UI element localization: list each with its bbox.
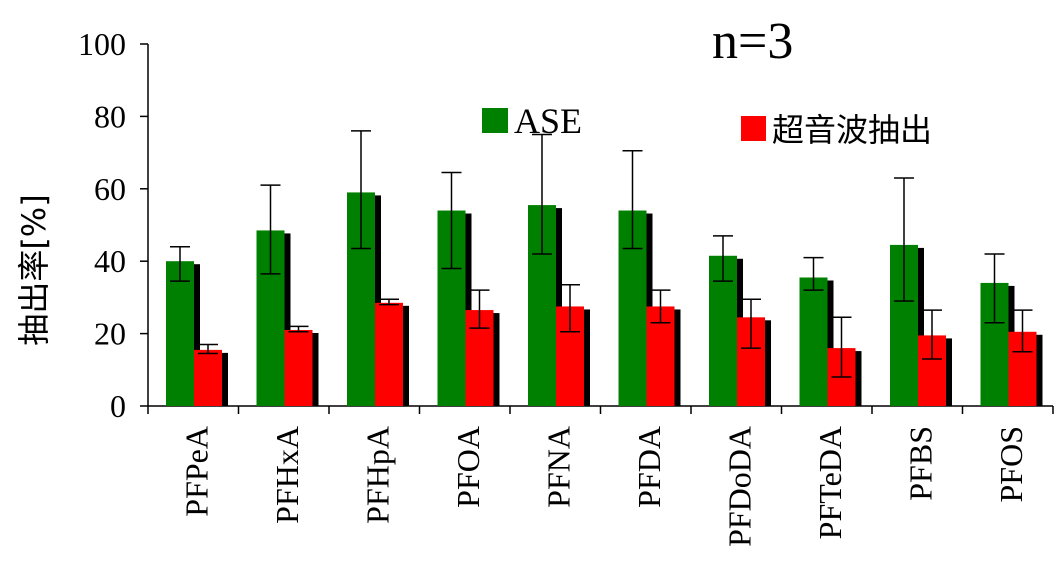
sample-size-annotation: n=3 <box>712 13 793 70</box>
bar-shadow <box>1034 334 1043 406</box>
bar-shadow <box>373 195 381 406</box>
bar-shadow <box>401 305 409 406</box>
bar-shadow <box>463 213 472 406</box>
x-tick-label: PFTeDA <box>812 426 848 539</box>
bar-ase <box>799 277 828 406</box>
x-tick-label: PFDoDA <box>721 426 757 547</box>
x-tick-label: PFDA <box>631 426 667 508</box>
bar-ase <box>166 261 194 406</box>
bar-shadow <box>220 352 228 406</box>
bar-shadow <box>491 313 500 406</box>
x-tick-label: PFNA <box>540 426 576 508</box>
bar-shadow <box>672 309 681 406</box>
bar-shadow <box>944 338 952 406</box>
x-tick-label: PFHxA <box>269 426 305 524</box>
bar-shadow <box>763 320 771 406</box>
legend: ASE 超音波抽出 <box>482 101 932 149</box>
bar-shadow <box>192 264 200 406</box>
y-tick-label: 40 <box>94 243 126 279</box>
y-tick-label: 0 <box>110 388 126 424</box>
x-tick-label: PFBS <box>902 426 938 501</box>
y-tick-label: 20 <box>94 316 126 352</box>
bar-ultrasonic <box>194 349 222 406</box>
y-tick-label: 100 <box>78 26 126 62</box>
y-tick-label: 80 <box>94 98 126 134</box>
x-ticks <box>147 406 1054 414</box>
y-ticks: 0 20 40 60 80 100 <box>78 26 148 424</box>
x-tick-label: PFOA <box>450 426 486 508</box>
bar-ultrasonic <box>284 329 313 406</box>
bar-shadow <box>825 280 834 406</box>
bar-shadow <box>853 351 862 406</box>
x-tick-label: PFOS <box>993 426 1029 503</box>
bar-shadow <box>916 247 924 406</box>
legend-label-ase: ASE <box>514 101 582 141</box>
legend-swatch-ultrasonic <box>741 116 766 141</box>
bar-ultrasonic <box>375 302 403 406</box>
bar-shadow <box>310 332 319 406</box>
y-tick-label: 60 <box>94 171 126 207</box>
x-tick-label: PFHpA <box>359 426 395 524</box>
bars <box>166 192 1043 406</box>
legend-label-ultrasonic: 超音波抽出 <box>772 111 932 149</box>
error-bars <box>170 130 1033 378</box>
y-axis-label: 抽出率[%] <box>15 194 53 345</box>
bar-shadow <box>582 309 590 406</box>
bar-shadow <box>282 233 291 406</box>
x-tick-label: PFPeA <box>178 426 214 517</box>
x-tick-labels: PFPeA PFHxA PFHpA PFOA PFNA PFDA PFDoDA PFTeDA P… <box>178 426 1029 547</box>
legend-swatch-ase <box>482 108 508 133</box>
